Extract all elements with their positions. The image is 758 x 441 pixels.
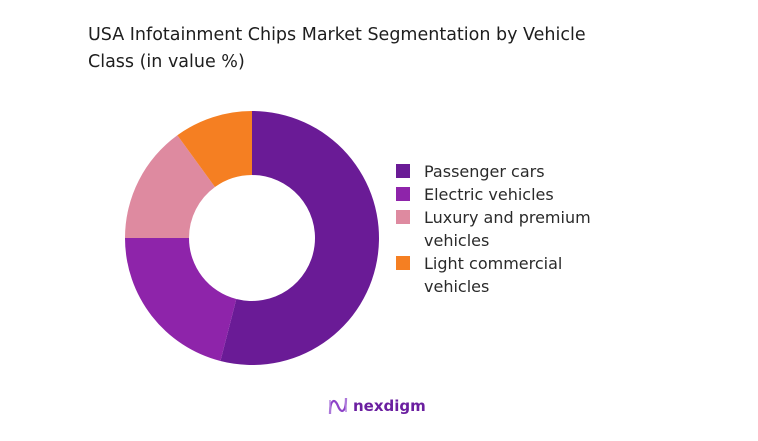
donut-slice-light-commercial-vehicles [177, 111, 252, 188]
legend-item: Light commercial vehicles [396, 252, 626, 298]
nexdigm-logo-icon [328, 397, 348, 415]
legend-swatch [396, 210, 410, 224]
legend: Passenger cars Electric vehicles Luxury an… [396, 160, 626, 298]
legend-swatch [396, 164, 410, 178]
legend-swatch [396, 256, 410, 270]
brand-logo: nexdigm [327, 395, 426, 417]
legend-label: Passenger cars [424, 162, 545, 181]
legend-label: Electric vehicles [424, 185, 554, 204]
legend-label: Luxury and premium vehicles [424, 208, 591, 250]
donut-slice-luxury-and-premium-vehicles [125, 135, 215, 238]
donut-slice-passenger-cars [220, 111, 379, 365]
legend-item: Luxury and premium vehicles [396, 206, 626, 252]
legend-item: Electric vehicles [396, 183, 626, 206]
legend-swatch [396, 187, 410, 201]
legend-label: Light commercial vehicles [424, 254, 563, 296]
legend-item: Passenger cars [396, 160, 626, 183]
brand-name: nexdigm [353, 397, 426, 415]
donut-slice-electric-vehicles [125, 238, 237, 362]
chart-title: USA Infotainment Chips Market Segmentati… [88, 25, 586, 72]
